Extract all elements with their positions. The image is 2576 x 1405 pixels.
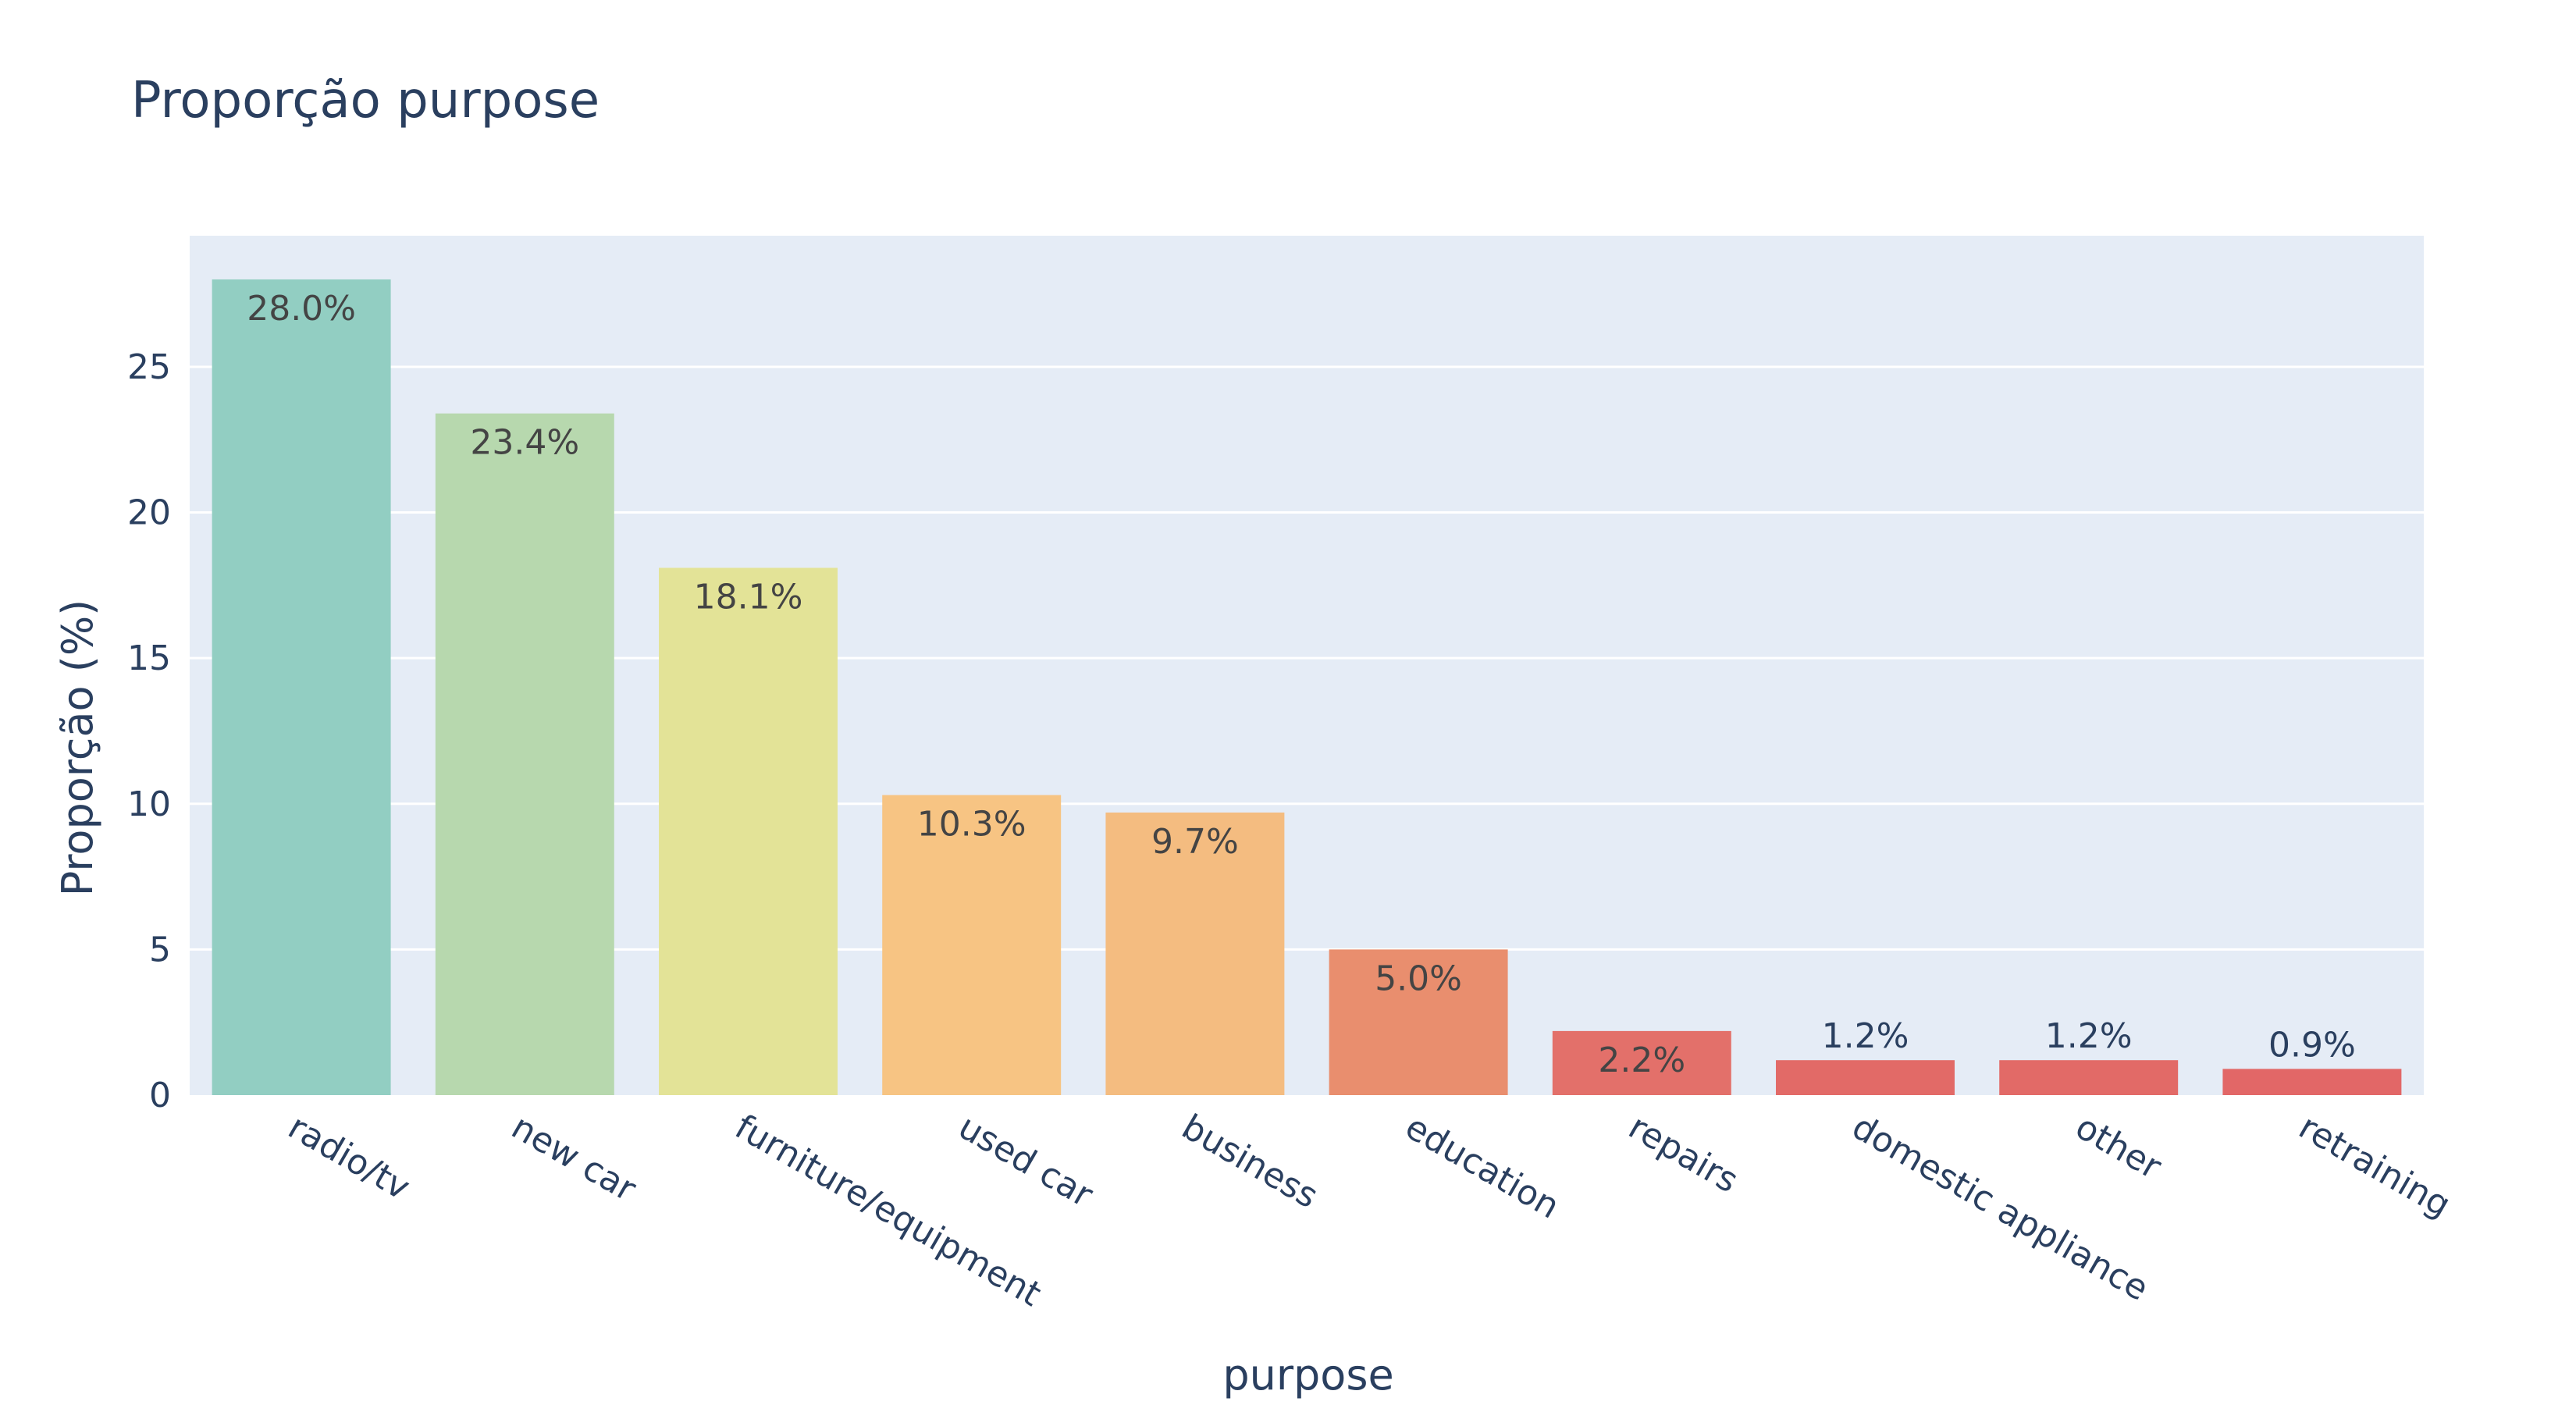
bar-new-car[interactable] — [435, 413, 614, 1095]
data-labels: 28.0% 23.4% 18.1% 10.3% 9.7% 5.0% 2.2% 1.2% 1.2%… — [247, 289, 2356, 1080]
x-tick: repairs — [1622, 1107, 1745, 1200]
data-label: 23.4% — [470, 423, 579, 463]
data-label: 1.2% — [2045, 1016, 2133, 1056]
bar-education[interactable] — [1329, 949, 1508, 1095]
y-tick-label: 10 — [127, 784, 171, 824]
data-label: 18.1% — [694, 577, 803, 617]
bar-repairs[interactable] — [1552, 1030, 1731, 1095]
bar-domestic-appliance[interactable] — [1776, 1060, 1955, 1095]
x-tick: retraining — [2292, 1107, 2457, 1225]
x-tick-label: education — [1399, 1107, 1567, 1226]
y-tick-label: 15 — [127, 638, 171, 678]
x-tick: business — [1175, 1107, 1325, 1216]
x-tick-label: retraining — [2292, 1107, 2457, 1225]
bar-other[interactable] — [1999, 1060, 2179, 1095]
x-tick: education — [1399, 1107, 1567, 1226]
y-tick-label: 20 — [127, 493, 171, 533]
x-tick-label: radio/tv — [282, 1107, 417, 1208]
x-tick-label: new car — [505, 1107, 643, 1210]
x-tick: used car — [952, 1107, 1100, 1215]
y-tick-label: 5 — [149, 930, 171, 969]
data-label: 28.0% — [247, 289, 356, 329]
x-tick: new car — [505, 1107, 643, 1210]
bar-radio-tv[interactable] — [212, 279, 391, 1096]
x-tick-label: used car — [952, 1107, 1100, 1215]
bar-retraining[interactable] — [2222, 1069, 2402, 1095]
data-label: 2.2% — [1598, 1040, 1685, 1080]
x-tick-label: repairs — [1622, 1107, 1745, 1200]
data-label: 0.9% — [2268, 1025, 2356, 1065]
data-label: 9.7% — [1151, 822, 1239, 862]
data-label: 10.3% — [917, 805, 1026, 845]
x-axis-title: purpose — [1222, 1350, 1393, 1400]
y-tick-label: 25 — [127, 347, 171, 387]
x-tick-label: business — [1175, 1107, 1325, 1216]
x-tick-label: other — [2069, 1107, 2169, 1187]
y-axis-title: Proporção (%) — [53, 599, 102, 896]
bars — [212, 279, 2402, 1096]
y-tick-label: 0 — [149, 1076, 171, 1115]
data-label: 5.0% — [1375, 959, 1462, 998]
chart-title: Proporção purpose — [131, 72, 600, 130]
data-label: 1.2% — [1822, 1016, 1909, 1056]
y-axis-ticks: 0 5 10 15 20 25 — [127, 347, 171, 1115]
x-tick: other — [2069, 1107, 2169, 1187]
x-tick: radio/tv — [282, 1107, 417, 1208]
bar-business[interactable] — [1105, 812, 1285, 1095]
bar-furniture-equipment[interactable] — [659, 567, 838, 1095]
bar-used-car[interactable] — [882, 795, 1062, 1095]
